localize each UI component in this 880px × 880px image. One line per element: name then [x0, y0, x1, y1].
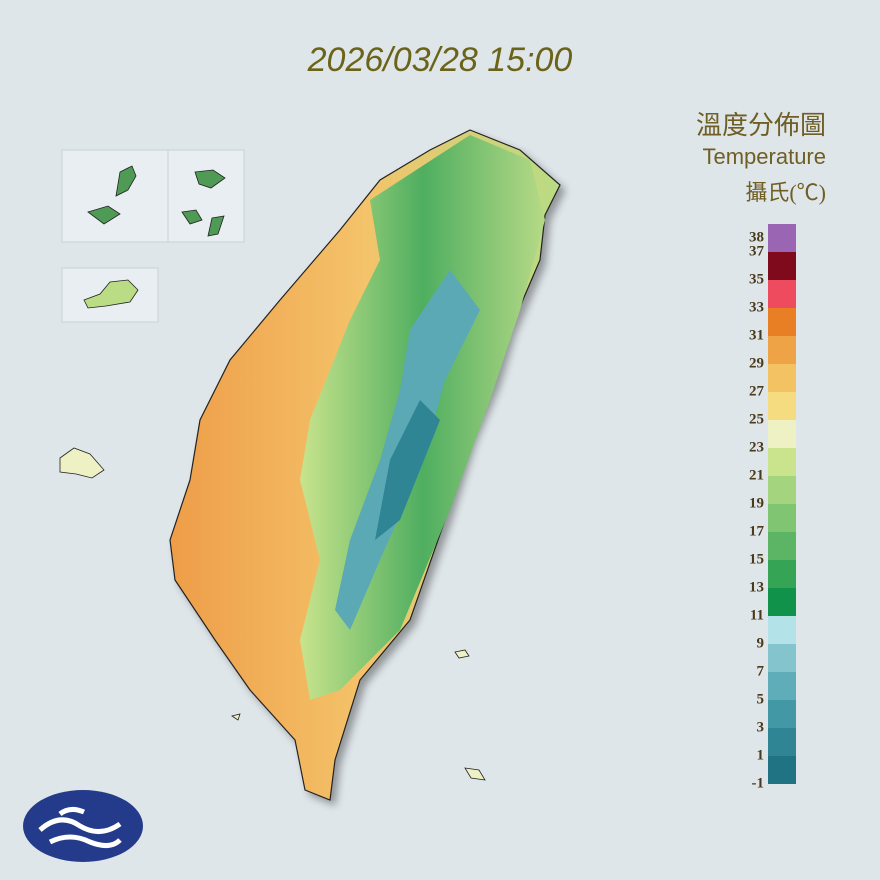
legend-tick-label: 38 — [749, 229, 764, 245]
color-segment — [768, 700, 796, 728]
color-segment — [768, 252, 796, 280]
legend-tick-label: 19 — [749, 495, 764, 511]
color-segment — [768, 476, 796, 504]
color-segment — [768, 560, 796, 588]
legend-tick-label: 37 — [749, 243, 765, 259]
legend-tick-label: 9 — [757, 635, 765, 651]
color-segment — [768, 588, 796, 616]
legend-tick-label: 31 — [749, 327, 764, 343]
legend-tick-label: 27 — [749, 383, 765, 399]
color-segment — [768, 448, 796, 476]
color-segment — [768, 644, 796, 672]
color-segment — [768, 616, 796, 644]
legend-unit: 攝氏(℃) — [745, 180, 826, 205]
legend-tick-label: 29 — [749, 355, 764, 371]
legend-tick-label: 3 — [757, 719, 765, 735]
color-segment — [768, 504, 796, 532]
legend-tick-label: 5 — [757, 691, 765, 707]
islands — [59, 149, 486, 781]
legend-tick-label: 13 — [749, 579, 764, 595]
legend-tick-label: 21 — [749, 467, 764, 483]
legend-tick-label: 1 — [757, 747, 765, 763]
legend-tick-label: 15 — [749, 551, 764, 567]
legend-subtitle: Temperature — [702, 144, 826, 169]
color-segment — [768, 280, 796, 308]
color-segment — [768, 728, 796, 756]
legend-tick-label: 33 — [749, 299, 764, 315]
legend-tick-label: 7 — [757, 663, 765, 679]
legend-tick-label: 17 — [749, 523, 765, 539]
logo — [23, 790, 143, 862]
legend-tick-label: 25 — [749, 411, 764, 427]
legend-title: 溫度分佈圖 — [696, 111, 826, 140]
color-segment — [768, 336, 796, 364]
legend-tick-label: -1 — [752, 775, 765, 791]
color-segment — [768, 532, 796, 560]
map-title: 2026/03/28 15:00 — [307, 41, 573, 79]
legend-tick-label: 23 — [749, 439, 764, 455]
color-segment — [768, 392, 796, 420]
color-segment — [768, 420, 796, 448]
taiwan — [169, 129, 561, 801]
color-segment — [768, 224, 796, 252]
color-segment — [768, 308, 796, 336]
legend-tick-label: 35 — [749, 271, 764, 287]
legend-tick-label: 11 — [750, 607, 764, 623]
color-segment — [768, 364, 796, 392]
color-segment — [768, 672, 796, 700]
color-segment — [768, 756, 796, 784]
